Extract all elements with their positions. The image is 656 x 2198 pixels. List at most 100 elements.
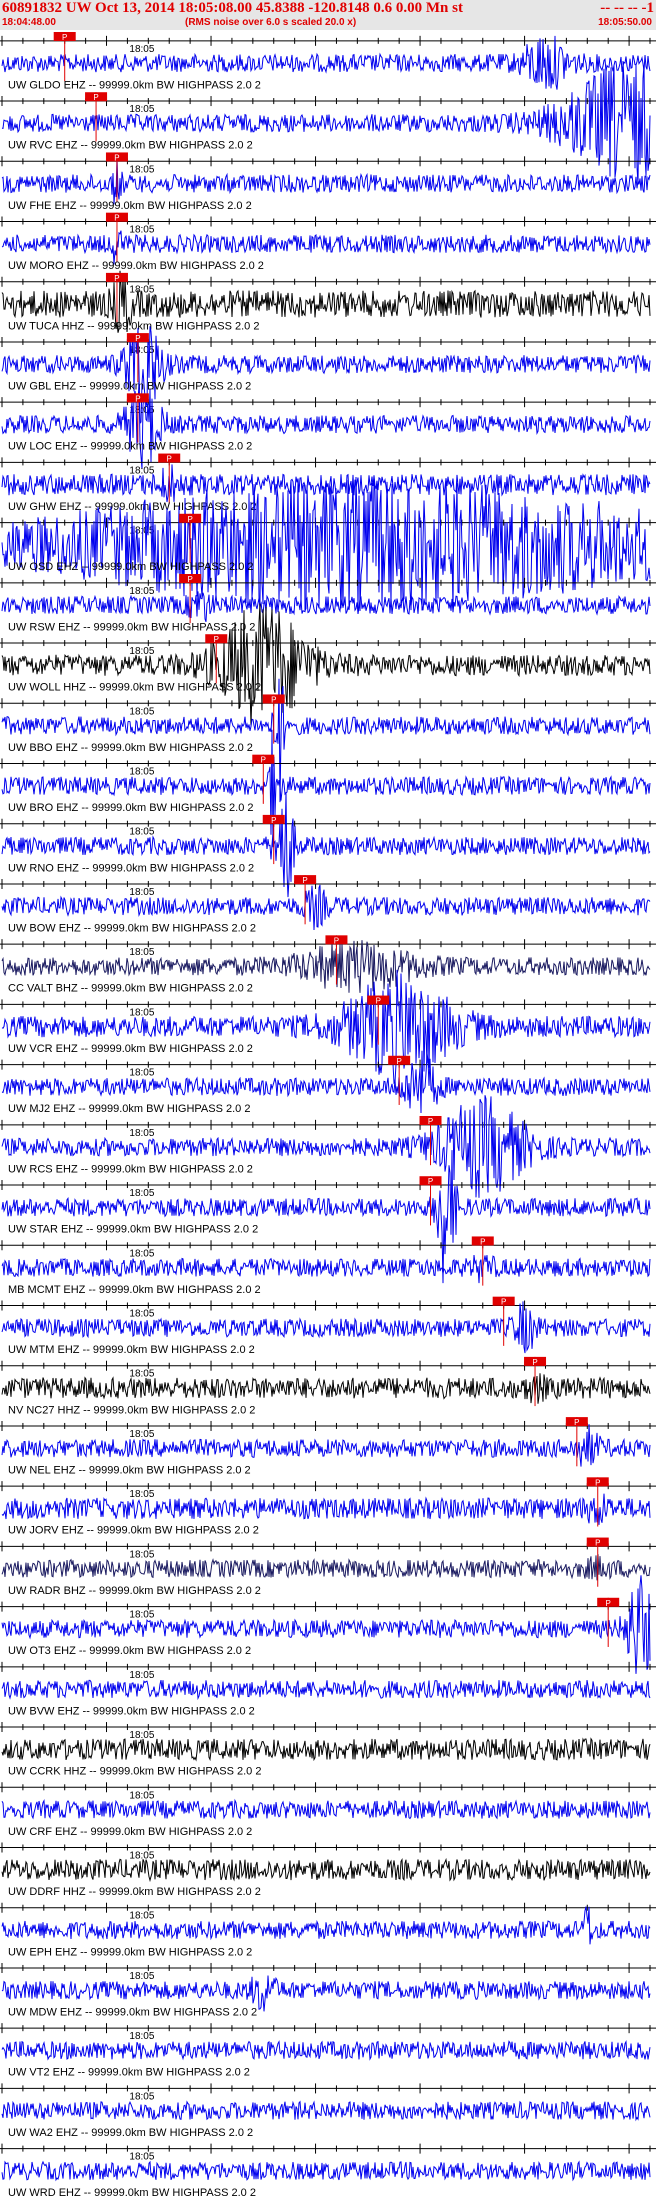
station-label: UW RVC EHZ -- 99999.0km BW HIGHPASS 2.0 … — [8, 140, 253, 152]
pick-label: P — [62, 33, 67, 42]
pick-flag — [294, 875, 317, 885]
trace-uw-rvc-ehz: 18:05 PUW RVC EHZ -- 99999.0km BW HIGHPAS… — [0, 60, 656, 185]
pick-label: P — [302, 876, 307, 885]
station-label: UW CCRK HHZ -- 99999.0km BW HIGHPASS 2.0… — [8, 1766, 261, 1778]
pick-flag — [126, 333, 149, 343]
trace-uw-ddrf-hhz: 18:05 UW DDRF HHZ -- 99999.0km BW HIGHPAS… — [0, 1842, 656, 1898]
time-tick-label: 18:05 — [129, 1309, 154, 1320]
station-label: UW BRO EHZ -- 99999.0km BW HIGHPASS 2.0 … — [8, 802, 254, 814]
pick-label: P — [167, 455, 172, 464]
time-tick-label: 18:05 — [129, 1971, 154, 1982]
station-label: UW MTM EHZ -- 99999.0km BW HIGHPASS 2.0 … — [8, 1344, 255, 1356]
trace-nv-nc27-hhz: 18:05 P NV NC27 HHZ -- 99999.0km BW HIGHPA… — [0, 1356, 656, 1416]
trace-uw-wa2-ehz: 18:05 UW WA2 EHZ -- 99999.0km BW HIGHPASS… — [0, 2083, 656, 2139]
waveform-line — [1, 155, 651, 205]
time-tick-label: 18:05 — [129, 1790, 154, 1801]
pick-flag — [597, 1597, 620, 1607]
waveform-line — [1, 1575, 651, 1674]
time-tick-label: 18:05 — [129, 1429, 154, 1440]
waveform-line — [1, 1424, 651, 1467]
pick-label: P — [114, 214, 119, 223]
station-label: UW OSD EHZ -- 99999.0km BW HIGHPASS 2.0 … — [8, 561, 254, 573]
station-label: MB MCMT EHZ -- 99999.0km BW HIGHPASS 2.0… — [8, 1284, 261, 1296]
time-tick-label: 18:05 — [129, 1851, 154, 1862]
time-tick-label: 18:05 — [129, 1248, 154, 1259]
time-tick-label: 18:05 — [129, 947, 154, 958]
pick-label: P — [428, 1117, 433, 1126]
time-tick-label: 18:05 — [129, 225, 154, 236]
trace-uw-nel-ehz: 18:05 P UW NEL EHZ -- 99999.0km BW HIGHPAS… — [0, 1417, 656, 1477]
pick-label: P — [595, 1478, 600, 1487]
time-tick-label: 18:05 — [129, 104, 154, 115]
time-tick-label: 18:05 — [129, 345, 154, 356]
waveform-line — [1, 1150, 651, 1284]
waveform-line — [1, 60, 651, 185]
trace-uw-mdw-ehz: 18:05 UW MDW EHZ -- 99999.0km BW HIGHPASS… — [0, 1962, 656, 2019]
time-tick-label: 18:05 — [129, 1007, 154, 1018]
pick-label: P — [261, 756, 266, 765]
time-tick-label: 18:05 — [129, 1489, 154, 1500]
start-time: 18:04:48.00 — [2, 17, 56, 28]
pick-flag — [586, 1477, 609, 1487]
trace-uw-rno-ehz: 18:05 P UW RNO EHZ -- 99999.0km BW HIGHPAS… — [0, 792, 656, 898]
time-tick-label: 18:05 — [129, 526, 154, 537]
time-tick-label: 18:05 — [129, 1730, 154, 1741]
trace-uw-crf-ehz: 18:05 UW CRF EHZ -- 99999.0km BW HIGHPASS… — [0, 1782, 656, 1838]
trace-uw-eph-ehz: 18:05 UW EPH EHZ -- 99999.0km BW HIGHPASS… — [0, 1902, 656, 1958]
pick-label: P — [428, 1177, 433, 1186]
station-label: UW GBL EHZ -- 99999.0km BW HIGHPASS 2.0 … — [8, 381, 251, 393]
end-time: 18:05:50.00 — [598, 17, 652, 28]
waveform-line — [1, 2040, 651, 2061]
time-tick-label: 18:05 — [129, 1610, 154, 1621]
time-tick-label: 18:05 — [129, 646, 154, 657]
pick-label: P — [396, 1057, 401, 1066]
waveform-line — [1, 1554, 651, 1581]
time-tick-label: 18:05 — [129, 405, 154, 416]
trace-mb-mcmt-ehz: 18:05 P MB MCMT EHZ -- 99999.0km BW HIGHPA… — [0, 1236, 656, 1296]
trace-uw-bro-ehz: 18:05 P UW BRO EHZ -- 99999.0km BW HIGHPAS… — [0, 729, 656, 848]
waveform-line — [1, 464, 651, 503]
station-label: UW BVW EHZ -- 99999.0km BW HIGHPASS 2.0 … — [8, 1705, 255, 1717]
pick-flag — [262, 814, 285, 824]
time-tick-label: 18:05 — [129, 1670, 154, 1681]
waveform-line — [1, 792, 651, 898]
pick-flag — [586, 1537, 609, 1547]
station-label: UW BBO EHZ -- 99999.0km BW HIGHPASS 2.0 … — [8, 742, 253, 754]
station-label: UW DDRF HHZ -- 99999.0km BW HIGHPASS 2.0… — [8, 1886, 261, 1898]
waveform-line — [1, 1975, 651, 2012]
station-label: UW RADR BHZ -- 99999.0km BW HIGHPASS 2.0… — [8, 1585, 261, 1597]
pick-flag — [388, 1055, 411, 1065]
waveform-line — [1, 1050, 651, 1114]
waveform-line — [1, 1857, 651, 1883]
pick-label: P — [114, 153, 119, 162]
time-tick-label: 18:05 — [129, 827, 154, 838]
pick-label: P — [135, 394, 140, 403]
pick-label: P — [187, 515, 192, 524]
pick-label: P — [376, 997, 381, 1006]
waveform-line — [1, 326, 651, 425]
pick-flag — [205, 634, 228, 644]
trace-uw-ot3-ehz: 18:05 P UW OT3 EHZ -- 99999.0km BW HIGHPAS… — [0, 1575, 656, 1674]
time-tick-label: 18:05 — [129, 164, 154, 175]
trace-uw-gldo-ehz: 18:05 P UW GLDO EHZ -- 99999.0km BW HIGHPA… — [0, 32, 656, 91]
scale-note: (RMS noise over 6.0 s scaled 20.0 x) — [185, 17, 357, 28]
event-title: 60891832 UW Oct 13, 2014 18:05:08.00 45.… — [2, 0, 463, 16]
pick-flag — [325, 935, 348, 945]
time-tick-label: 18:05 — [129, 887, 154, 898]
waveform-line — [1, 729, 651, 848]
station-label: UW WRD EHZ -- 99999.0km BW HIGHPASS 2.0 … — [8, 2187, 256, 2198]
station-label: UW FHE EHZ -- 99999.0km BW HIGHPASS 2.0 … — [8, 200, 252, 212]
time-tick-label: 18:05 — [129, 2091, 154, 2102]
trace-uw-fhe-ehz: 18:05 P UW FHE EHZ -- 99999.0km BW HIGHPAS… — [0, 152, 656, 212]
time-tick-label: 18:05 — [129, 706, 154, 717]
waveform-line — [1, 678, 651, 803]
trace-uw-ccrk-hhz: 18:05 UW CCRK HHZ -- 99999.0km BW HIGHPAS… — [0, 1722, 656, 1778]
waveform-line — [1, 591, 651, 622]
pick-label: P — [501, 1298, 506, 1307]
pick-label: P — [271, 816, 276, 825]
station-label: UW BOW EHZ -- 99999.0km BW HIGHPASS 2.0 … — [8, 923, 256, 935]
station-label: UW WOLL HHZ -- 99999.0km BW HIGHPASS 2.0… — [8, 682, 261, 694]
pick-label: P — [187, 575, 192, 584]
waveform-line — [1, 1906, 651, 1945]
trace-uw-tuca-hhz: 18:05 P UW TUCA HHZ -- 99999.0km BW HIGHPA… — [0, 270, 656, 333]
